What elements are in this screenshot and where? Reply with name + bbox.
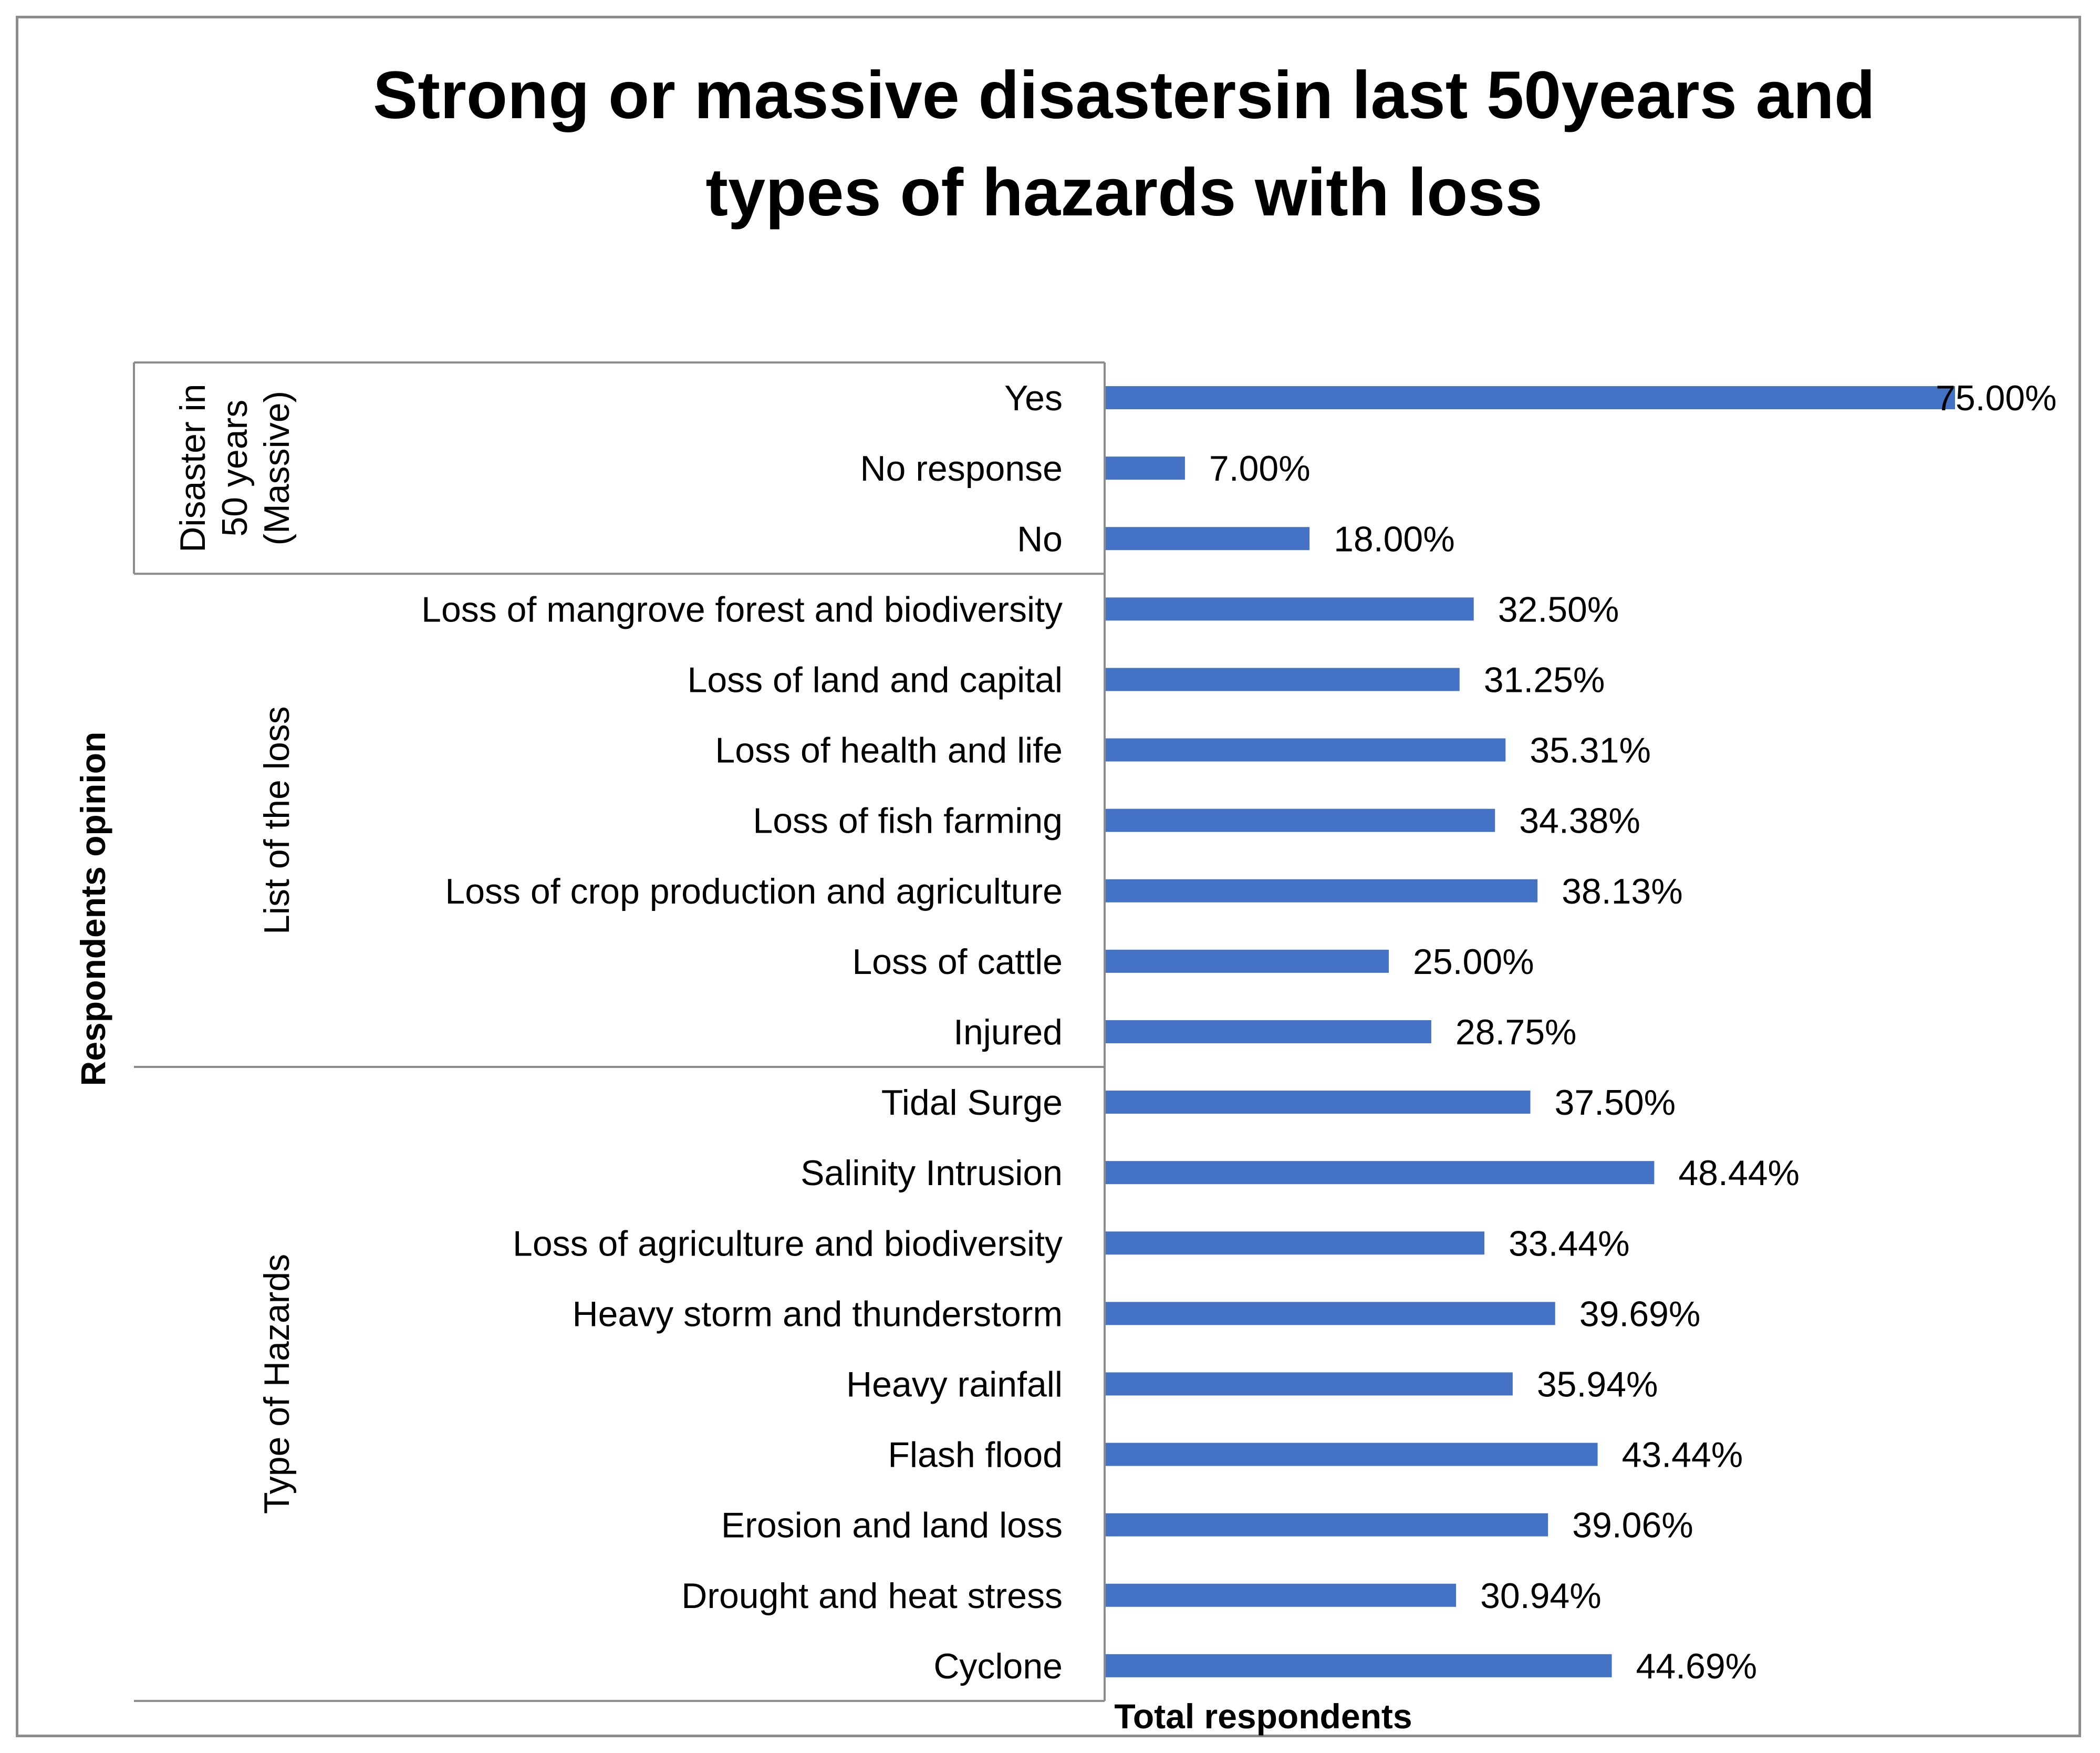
bar [1106, 1161, 1655, 1185]
category-label: Heavy storm and thunderstorm [572, 1294, 1063, 1334]
group-label: List of the loss [257, 706, 297, 935]
bar [1106, 386, 1955, 410]
data-label: 7.00% [1209, 449, 1311, 489]
bar [1106, 668, 1460, 691]
data-label: 30.94% [1480, 1576, 1602, 1616]
group-label: Disaster in [173, 384, 213, 553]
category-label: Tidal Surge [881, 1083, 1063, 1123]
data-label: 28.75% [1456, 1012, 1577, 1052]
data-label: 25.00% [1413, 942, 1534, 982]
bar [1106, 1302, 1555, 1325]
chart-title-line-1: Strong or massive disastersin last 50yea… [373, 58, 1875, 133]
group-label: (Massive) [257, 391, 297, 546]
bar [1106, 808, 1495, 832]
category-label: Salinity Intrusion [801, 1153, 1063, 1193]
category-label: Erosion and land loss [721, 1506, 1063, 1545]
chart-title-line-2: types of hazards with loss [705, 155, 1542, 230]
category-label: Flash flood [888, 1435, 1063, 1475]
bar [1106, 1091, 1531, 1114]
x-axis-title: Total respondents [1114, 1697, 1412, 1736]
category-label: Drought and heat stress [681, 1576, 1063, 1616]
data-label: 32.50% [1498, 589, 1619, 629]
category-label: Loss of health and life [715, 731, 1063, 771]
bar [1106, 597, 1474, 621]
chart-frame [16, 16, 2081, 1737]
group-label: Type of Hazards [257, 1254, 297, 1514]
group-label: 50 years [215, 400, 255, 537]
data-label: 38.13% [1562, 872, 1683, 911]
bar [1106, 1231, 1484, 1255]
category-label: Loss of land and capital [688, 660, 1063, 700]
category-label: Loss of agriculture and biodiversity [513, 1223, 1063, 1263]
bar [1106, 457, 1185, 480]
category-label: Loss of mangrove forest and biodiversity [421, 589, 1063, 629]
category-label: Loss of crop production and agriculture [445, 872, 1063, 911]
data-label: 48.44% [1678, 1153, 1800, 1193]
data-label: 37.50% [1555, 1083, 1676, 1123]
bar [1106, 527, 1310, 551]
category-label: Yes [1004, 378, 1063, 418]
category-label: No [1017, 519, 1063, 559]
data-label: 39.69% [1579, 1294, 1701, 1334]
group-labels: Disaster in 50 years (Massive) List of the … [173, 384, 297, 1514]
data-label: 31.25% [1484, 660, 1605, 700]
category-label: Loss of cattle [852, 942, 1063, 982]
data-label: 44.69% [1636, 1646, 1758, 1686]
category-label: Loss of fish farming [753, 801, 1063, 841]
bar [1106, 879, 1538, 903]
data-label: 35.31% [1530, 731, 1651, 771]
data-label: 34.38% [1519, 801, 1640, 841]
data-label: 75.00% [1936, 378, 2057, 418]
data-label: 18.00% [1334, 519, 1455, 559]
data-label: 43.44% [1622, 1435, 1743, 1475]
data-label: 35.94% [1537, 1364, 1658, 1404]
category-label: No response [860, 449, 1063, 489]
bar [1106, 1654, 1612, 1677]
bar [1106, 1513, 1548, 1537]
bar [1106, 949, 1389, 973]
y-axis-title: Respondents opinion [74, 732, 112, 1086]
bars [1106, 386, 1955, 1677]
bar [1106, 1583, 1457, 1607]
axes [133, 361, 1106, 1702]
category-label: Injured [953, 1012, 1063, 1052]
category-labels: Yes No response No Loss of mangrove forest … [421, 378, 1063, 1686]
bar [1106, 1443, 1598, 1466]
category-label: Cyclone [933, 1646, 1063, 1686]
bar [1106, 1372, 1513, 1396]
data-labels: 75.00% 7.00% 18.00% 32.50% 31.25% 35.31% 34.38… [1209, 378, 2057, 1686]
bar [1106, 738, 1506, 762]
data-label: 33.44% [1509, 1223, 1630, 1263]
category-label: Heavy rainfall [846, 1364, 1063, 1404]
data-label: 39.06% [1572, 1506, 1693, 1545]
bar [1106, 1020, 1431, 1043]
